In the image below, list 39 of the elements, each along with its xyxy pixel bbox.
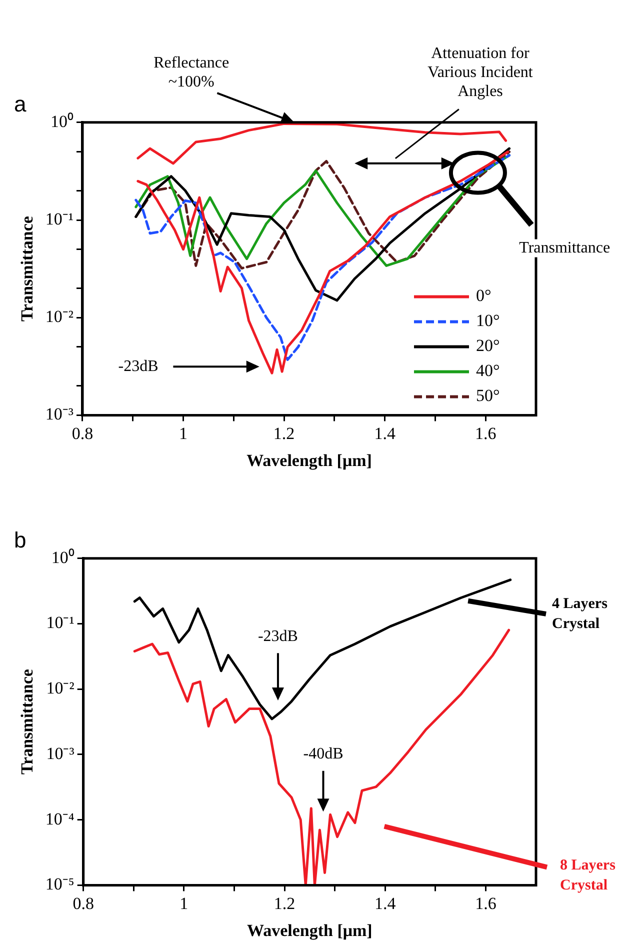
annotation: Transmittance [519, 240, 610, 257]
legend-label: 0° [476, 286, 492, 306]
y-tick-label: 10⁻³ [46, 744, 74, 763]
legend-label: 20° [476, 336, 500, 356]
x-tick-label: 1.6 [474, 424, 496, 443]
chart-title: a [14, 91, 27, 116]
x-tick-label: 1.2 [273, 424, 295, 443]
x-tick-label: 1.6 [475, 894, 496, 913]
legend-label: 50° [476, 386, 500, 406]
y-tick-label: 10⁻⁵ [45, 874, 74, 894]
x-tick-label: 1 [180, 894, 188, 913]
x-tick-label: 1.2 [274, 894, 296, 913]
x-tick-label: 1 [179, 424, 188, 443]
text: 4 Layers Crystal [552, 596, 608, 632]
y-tick-label: 10⁰ [51, 548, 74, 567]
y-tick-label: 10⁻¹ [45, 209, 74, 228]
text: 8 Layers Crystal [560, 857, 616, 894]
x-axis-title: Wavelength [μm] [247, 921, 372, 940]
annotation: -40dB [303, 746, 344, 763]
y-tick-label: 10⁻² [45, 307, 74, 326]
y-axis-title: Transmittance [18, 668, 37, 775]
chart-title: b [14, 527, 26, 552]
x-tick-label: 0.8 [72, 894, 94, 913]
y-tick-label: 10⁻² [46, 678, 74, 698]
y-tick-label: 10⁰ [50, 112, 74, 131]
text: Attenuation for Various Incident Angles [428, 44, 534, 100]
annotation: -23dB [258, 628, 298, 646]
annotation: -23dB [118, 358, 158, 375]
y-tick-label: 10⁻⁴ [45, 809, 74, 828]
x-tick-label: 0.8 [72, 424, 94, 443]
y-tick-label: 10⁻³ [45, 404, 74, 424]
legend-label: 40° [476, 361, 500, 380]
legend-label: 10° [476, 311, 500, 330]
x-axis-title: Wavelength [μm] [246, 451, 372, 470]
x-tick-label: 1.4 [374, 894, 396, 913]
y-axis-title: Transmittance [18, 216, 37, 322]
text: Reflectance ~100% [154, 54, 230, 90]
y-tick-label: 10⁻¹ [46, 613, 74, 632]
x-tick-label: 1.4 [374, 424, 396, 443]
